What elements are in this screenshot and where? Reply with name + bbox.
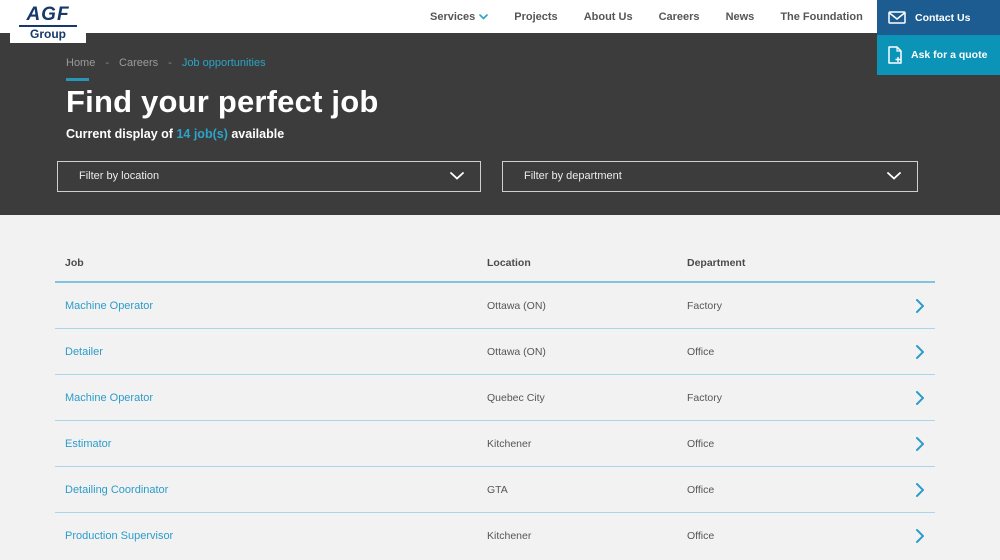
job-title-link[interactable]: Detailer bbox=[65, 345, 103, 358]
chevron-down-icon bbox=[450, 172, 464, 180]
chevron-right-icon bbox=[916, 298, 924, 313]
nav-services-label: Services bbox=[430, 10, 476, 23]
filter-by-location-dropdown[interactable]: Filter by location bbox=[57, 160, 481, 192]
table-row[interactable]: Detailer Ottawa (ON) Office bbox=[55, 329, 935, 375]
nav-careers-label: Careers bbox=[658, 10, 700, 23]
table-row[interactable]: Production Supervisor Kitchener Office bbox=[55, 513, 935, 559]
job-location: Quebec City bbox=[487, 391, 545, 404]
nav-about-us[interactable]: About Us bbox=[584, 11, 633, 23]
page-title: Find your perfect job bbox=[66, 84, 379, 119]
job-department: Office bbox=[687, 437, 715, 450]
job-department: Office bbox=[687, 345, 715, 358]
nav-the-foundation[interactable]: The Foundation bbox=[780, 11, 862, 23]
document-plus-icon bbox=[888, 46, 902, 64]
job-location: Ottawa (ON) bbox=[487, 345, 546, 358]
chevron-right-icon bbox=[916, 482, 924, 497]
job-title-link[interactable]: Machine Operator bbox=[65, 299, 154, 312]
job-title-link[interactable]: Machine Operator bbox=[65, 391, 154, 404]
job-location: Kitchener bbox=[487, 530, 532, 542]
jobs-count-text: Current display of 14 job(s) available bbox=[66, 127, 1000, 141]
cta-stack: Contact Us Ask for a quote bbox=[877, 0, 1000, 75]
job-location: Ottawa (ON) bbox=[487, 299, 546, 312]
nav-the-foundation-label: The Foundation bbox=[780, 10, 863, 23]
nav-careers[interactable]: Careers bbox=[659, 11, 700, 23]
ask-quote-button[interactable]: Ask for a quote bbox=[877, 35, 1000, 75]
breadcrumb-separator: - bbox=[105, 57, 110, 69]
breadcrumb-careers[interactable]: Careers bbox=[119, 57, 159, 69]
job-department: Office bbox=[687, 483, 715, 496]
nav-about-us-label: About Us bbox=[583, 10, 633, 23]
job-location: Kitchener bbox=[487, 437, 532, 450]
chevron-down-icon bbox=[887, 172, 901, 180]
table-header-row: Job Location Department bbox=[55, 245, 935, 283]
column-header-department: Department bbox=[687, 257, 746, 269]
nav-news[interactable]: News bbox=[726, 11, 755, 23]
chevron-right-icon bbox=[916, 344, 924, 359]
filter-location-label: Filter by location bbox=[79, 170, 160, 183]
chevron-right-icon bbox=[916, 436, 924, 451]
brand-subname: Group bbox=[30, 27, 66, 41]
breadcrumb-current: Job opportunities bbox=[181, 57, 266, 69]
nav-projects-label: Projects bbox=[514, 10, 558, 23]
chevron-down-icon bbox=[479, 13, 489, 20]
nav-projects[interactable]: Projects bbox=[514, 11, 557, 23]
hero-section: Home - Careers - Job opportunities Find … bbox=[0, 33, 1000, 215]
main-nav: Services Projects About Us Careers News … bbox=[430, 0, 915, 33]
chevron-right-icon bbox=[916, 529, 924, 543]
job-title-link[interactable]: Production Supervisor bbox=[65, 530, 174, 542]
jobs-section: Job Location Department Machine Operator… bbox=[0, 215, 1000, 559]
chevron-right-icon bbox=[916, 390, 924, 405]
breadcrumb: Home - Careers - Job opportunities bbox=[66, 57, 1000, 69]
envelope-icon bbox=[888, 11, 906, 24]
job-department: Office bbox=[687, 530, 715, 542]
brand-logo[interactable]: AGF Group bbox=[10, 0, 86, 43]
jobs-count-suffix: available bbox=[231, 126, 285, 141]
contact-us-label: Contact Us bbox=[915, 11, 971, 24]
breadcrumb-separator: - bbox=[168, 57, 172, 69]
jobs-count: 14 job(s) bbox=[176, 126, 228, 141]
jobs-count-prefix: Current display of bbox=[66, 126, 173, 141]
table-row[interactable]: Estimator Kitchener Office bbox=[55, 421, 935, 467]
column-header-job: Job bbox=[65, 257, 84, 269]
brand-name: AGF bbox=[26, 4, 70, 25]
job-department: Factory bbox=[687, 299, 723, 312]
breadcrumb-home[interactable]: Home bbox=[66, 57, 96, 69]
filters-row: Filter by location Filter by department bbox=[57, 160, 1000, 192]
job-title-link[interactable]: Detailing Coordinator bbox=[65, 483, 169, 496]
job-department: Factory bbox=[687, 391, 723, 404]
filter-department-label: Filter by department bbox=[524, 170, 622, 183]
accent-line bbox=[66, 78, 89, 81]
table-row[interactable]: Machine Operator Ottawa (ON) Factory bbox=[55, 283, 935, 329]
column-header-location: Location bbox=[487, 257, 531, 269]
table-row[interactable]: Machine Operator Quebec City Factory bbox=[55, 375, 935, 421]
ask-quote-label: Ask for a quote bbox=[911, 49, 988, 61]
job-title-link[interactable]: Estimator bbox=[65, 437, 112, 450]
table-row[interactable]: Detailing Coordinator GTA Office bbox=[55, 467, 935, 513]
jobs-table: Job Location Department Machine Operator… bbox=[55, 245, 935, 559]
contact-us-button[interactable]: Contact Us bbox=[877, 0, 1000, 35]
top-nav-bar: Services Projects About Us Careers News … bbox=[0, 0, 1000, 33]
filter-by-department-dropdown[interactable]: Filter by department bbox=[502, 160, 918, 192]
brand-divider bbox=[19, 25, 77, 27]
job-location: GTA bbox=[487, 483, 508, 496]
nav-news-label: News bbox=[725, 10, 755, 23]
nav-services[interactable]: Services bbox=[430, 10, 489, 23]
